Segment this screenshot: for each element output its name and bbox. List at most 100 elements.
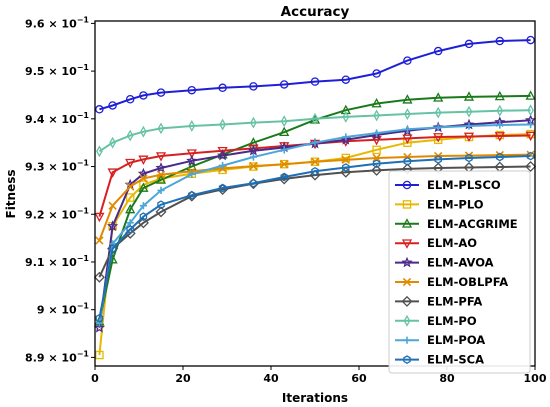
data-point (139, 212, 148, 221)
x-axis-label: Iterations (282, 391, 348, 405)
data-point (433, 92, 444, 102)
data-point (93, 321, 106, 333)
series-elm-sca (95, 151, 535, 323)
legend-item: ELM-SCA (395, 353, 484, 367)
data-point (341, 155, 350, 165)
data-point (496, 104, 504, 117)
y-tick-label: 9.4 × 10−1 (25, 111, 89, 126)
x-tick-label: 100 (524, 372, 547, 385)
legend-item: ELM-OBLPFA (395, 275, 508, 289)
data-point (219, 161, 227, 170)
legend-marker (403, 336, 411, 344)
legend-marker (403, 355, 411, 364)
data-point (188, 120, 196, 132)
legend-label: ELM-PO (427, 314, 477, 328)
legend-label: ELM-AO (427, 236, 477, 250)
data-point (125, 193, 135, 202)
data-point (525, 161, 537, 173)
data-point (108, 201, 117, 210)
data-point (138, 155, 149, 165)
y-tick-label: 9.6 × 10−1 (25, 15, 89, 30)
data-point (157, 200, 165, 210)
legend-marker (402, 277, 412, 287)
series-line (98, 155, 531, 319)
data-point (494, 132, 505, 142)
y-tick-label: 8.9 × 10−1 (25, 349, 89, 364)
x-tick-label: 0 (91, 372, 99, 385)
data-point (527, 104, 534, 117)
data-point (496, 121, 504, 129)
data-point (126, 182, 135, 191)
data-point (186, 154, 198, 166)
axes: 0 20 40 60 80 100 8.9 × 10−1 9 × 10−1 9.1 × 10−1… (25, 15, 547, 385)
data-point (157, 122, 165, 135)
legend-item: ELM-AVOA (395, 256, 494, 270)
y-tick-label: 9.3 × 10−1 (25, 159, 89, 174)
series-line (98, 109, 531, 153)
data-point (280, 159, 289, 169)
data-point (463, 132, 475, 143)
data-point (109, 136, 116, 149)
data-point (218, 83, 227, 93)
data-point (526, 35, 535, 45)
data-point (216, 149, 229, 161)
data-point (156, 170, 166, 179)
series-elm-oblpfa (95, 150, 535, 245)
legend-item: ELM-PO (395, 314, 477, 328)
data-point (342, 133, 350, 141)
data-point (157, 186, 165, 194)
data-point (372, 145, 381, 155)
x-tick-label: 20 (175, 372, 191, 385)
data-point (465, 122, 473, 130)
legend-label: ELM-PLO (427, 197, 484, 211)
data-point (341, 75, 351, 84)
data-point (311, 112, 319, 125)
data-point (187, 85, 197, 95)
legend-label: ELM-OBLPFA (427, 275, 508, 289)
legend-label: ELM-POA (427, 333, 485, 347)
data-point (247, 144, 260, 156)
data-point (126, 225, 134, 234)
data-point (139, 174, 148, 183)
data-point (96, 145, 103, 158)
data-point (463, 91, 475, 101)
series-elm-poa (95, 120, 535, 327)
data-point (402, 134, 413, 144)
legend-label: ELM-PFA (427, 294, 482, 308)
data-point (219, 118, 226, 131)
data-point (373, 129, 381, 137)
legend-item: ELM-PFA (395, 294, 482, 308)
legend: ELM-PLSCO ELM-PLO ELM-ACGRIME ELM-AO ELM-AVO… (388, 170, 531, 374)
data-point (372, 69, 381, 78)
data-point (372, 153, 381, 163)
data-point (341, 153, 351, 163)
data-point (250, 116, 257, 129)
series-elm-plsco (95, 35, 535, 114)
data-point (94, 212, 105, 223)
data-point (155, 152, 167, 162)
data-point (342, 163, 350, 172)
data-point (465, 105, 473, 118)
y-tick-label: 9.1 × 10−1 (25, 254, 89, 269)
data-point (249, 153, 257, 161)
data-point (494, 90, 505, 101)
data-point (186, 149, 197, 159)
legend-marker (401, 256, 413, 268)
legend-marker (402, 200, 412, 209)
data-point (137, 217, 149, 229)
data-point (527, 120, 535, 129)
data-point (310, 157, 320, 166)
legend-marker (401, 218, 413, 228)
plot-frame (94, 20, 536, 367)
legend-marker (403, 314, 411, 327)
plot-content (93, 35, 537, 360)
data-point (525, 131, 536, 142)
data-point (218, 183, 227, 193)
legend-item: ELM-AO (395, 236, 477, 250)
data-point (280, 172, 288, 182)
y-tick-label: 9.2 × 10−1 (25, 206, 89, 221)
data-point (525, 90, 536, 100)
x-tick-label: 40 (263, 372, 279, 385)
